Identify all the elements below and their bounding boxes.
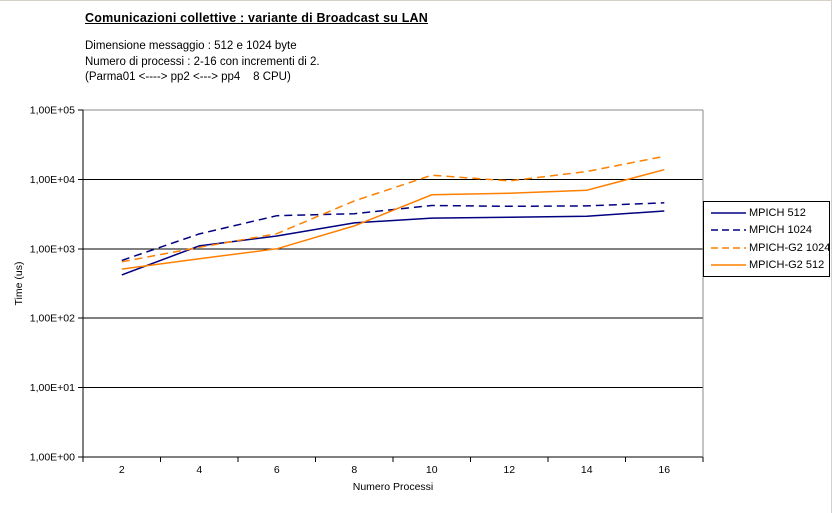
legend-line-sample [711, 247, 746, 249]
legend-item-mpich-1024: MPICH 1024 [710, 222, 829, 239]
y-tick-label: 1,00E+05 [30, 105, 75, 117]
y-tick-label: 1,00E+02 [30, 313, 75, 325]
y-tick-label: 1,00E+00 [30, 452, 75, 464]
series-line-mpich-1024 [121, 202, 665, 262]
legend-label: MPICH-G2 512 [749, 259, 825, 272]
subtitle-hosts: (Parma01 <----> pp2 <---> pp4 8 CPU) [85, 71, 291, 83]
legend-line-sample [711, 229, 746, 231]
series-line-mpich-512 [121, 210, 665, 276]
legend-item-mpich-512: MPICH 512 [710, 204, 829, 221]
x-tick-label: 8 [351, 464, 357, 476]
x-tick-label: 12 [503, 464, 515, 476]
legend-item-mpich-g2-512: MPICH-G2 512 [710, 257, 829, 274]
legend-label: MPICH 1024 [749, 224, 812, 237]
x-axis-title: Numero Processi [353, 481, 434, 493]
x-tick-label: 10 [426, 464, 438, 476]
legend-item-mpich-g2-1024: MPICH-G2 1024 [710, 239, 831, 256]
y-tick-label: 1,00E+01 [30, 382, 75, 394]
x-tick-label: 4 [196, 464, 202, 476]
subtitle-message-size: Dimensione messaggio : 512 e 1024 byte [85, 40, 297, 52]
y-tick-label: 1,00E+04 [30, 174, 75, 186]
legend-line-sample [711, 264, 746, 266]
y-tick-label: 1,00E+03 [30, 243, 75, 255]
legend-line-sample [711, 212, 746, 214]
x-tick-label: 2 [119, 464, 125, 476]
x-tick-label: 6 [274, 464, 280, 476]
legend-label: MPICH 512 [749, 206, 806, 219]
y-axis-title: Time (us) [13, 262, 25, 306]
legend-label: MPICH-G2 1024 [749, 241, 831, 254]
chart-header: Comunicazioni collettive : variante di B… [85, 11, 645, 86]
x-tick-label: 16 [658, 464, 670, 476]
chart-legend: MPICH 512 MPICH 1024 MPICH-G2 1024 MPICH-G2… [703, 201, 830, 277]
subtitle-process-count: Numero di processi : 2-16 con incrementi… [85, 55, 320, 68]
chart-title: Comunicazioni collettive : variante di B… [85, 11, 429, 25]
x-tick-label: 14 [581, 464, 593, 476]
series-line-mpich-g2-1024 [121, 155, 665, 263]
series-line-mpich-g2-512 [121, 168, 665, 270]
